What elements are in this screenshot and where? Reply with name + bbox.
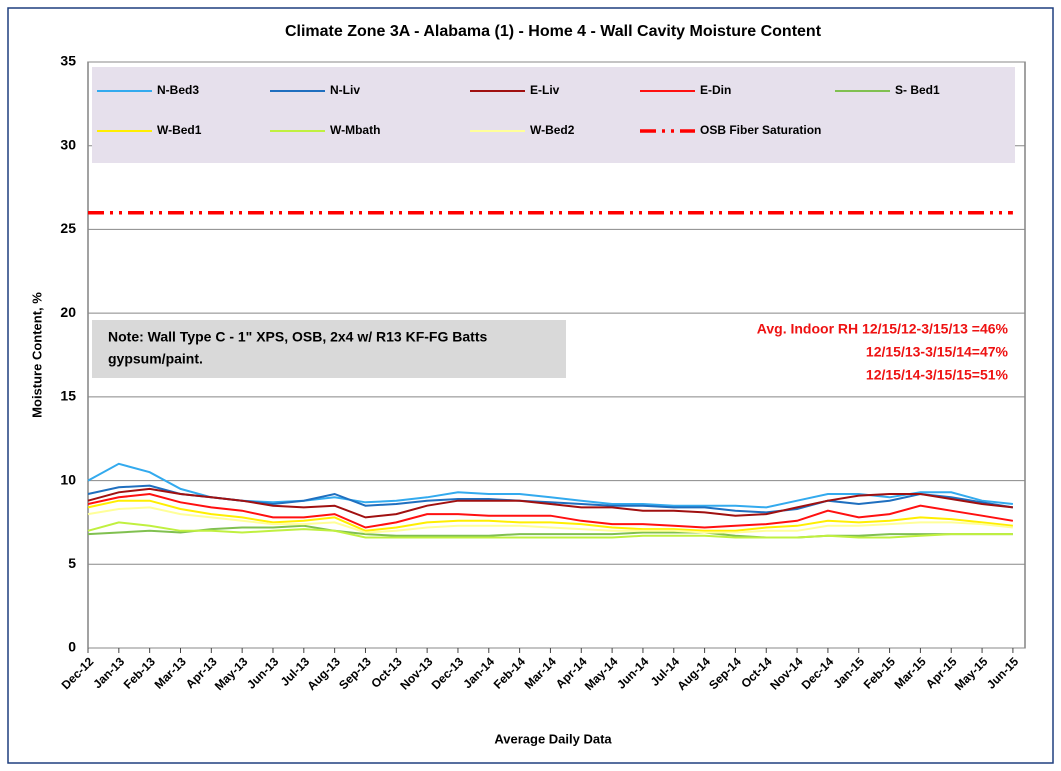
series-line (87, 506, 1014, 534)
note-box (92, 320, 566, 378)
y-tick-label: 15 (60, 388, 76, 404)
series-line (87, 487, 1014, 519)
y-tick-label: 35 (60, 53, 76, 69)
legend-label: W-Bed2 (530, 123, 575, 137)
y-tick-label: 30 (60, 136, 76, 152)
annotation: 12/15/14-3/15/15=51% (866, 367, 1009, 383)
legend-label: E-Din (700, 83, 731, 97)
note-text: gypsum/paint. (108, 351, 203, 367)
series-line (87, 492, 1014, 529)
x-axis-label: Average Daily Data (494, 731, 612, 746)
y-tick-label: 5 (68, 555, 76, 571)
y-tick-label: 20 (60, 304, 76, 320)
legend-label: W-Bed1 (157, 123, 202, 137)
series-line (87, 524, 1013, 539)
legend-box (92, 67, 1015, 163)
y-axis-label: Moisture Content, % (29, 292, 44, 418)
y-tick-label: 25 (60, 220, 76, 236)
annotation: Avg. Indoor RH 12/15/12-3/15/13 =46% (757, 321, 1009, 337)
series-line (87, 521, 1013, 539)
legend-label: OSB Fiber Saturation (700, 123, 821, 137)
legend-label: N-Bed3 (157, 83, 199, 97)
chart-title: Climate Zone 3A - Alabama (1) - Home 4 -… (285, 23, 822, 40)
note-text: Note: Wall Type C - 1" XPS, OSB, 2x4 w/ … (108, 329, 487, 345)
legend-label: N-Liv (330, 83, 360, 97)
y-tick-label: 10 (60, 471, 76, 487)
annotation: 12/15/13-3/15/14=47% (866, 344, 1009, 360)
legend-label: W-Mbath (330, 123, 380, 137)
series-line (87, 499, 1014, 532)
y-tick-label: 0 (68, 639, 76, 655)
legend-label: E-Liv (530, 83, 560, 97)
legend-label: S- Bed1 (895, 83, 940, 97)
